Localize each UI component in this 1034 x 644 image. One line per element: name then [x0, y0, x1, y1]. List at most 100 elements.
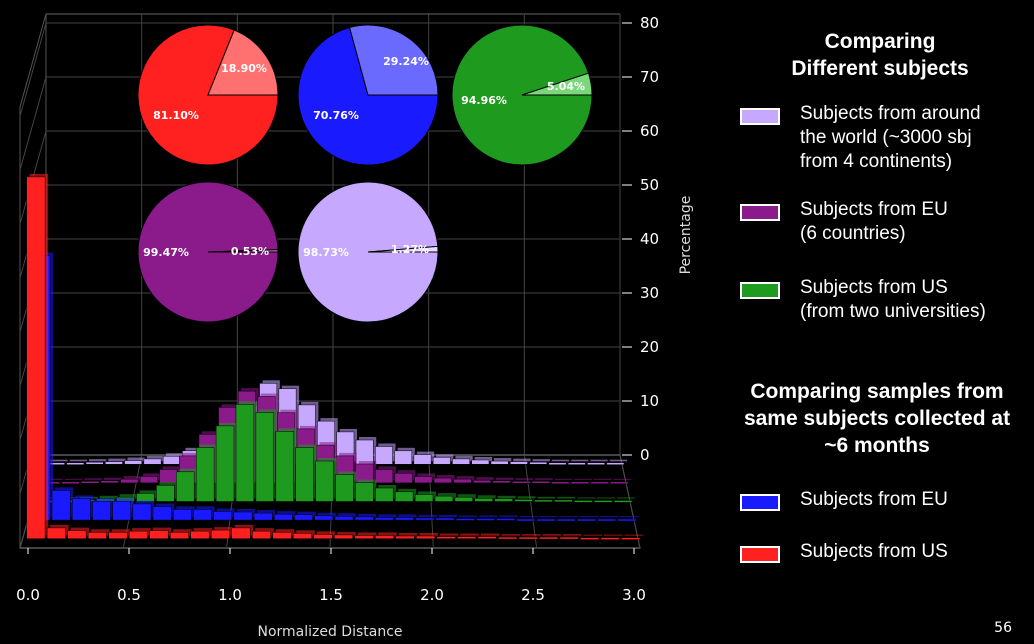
y-tick-label: 0 [640, 446, 650, 464]
bar-us [255, 412, 275, 502]
y-tick-label: 80 [640, 14, 659, 32]
bar-world-top [571, 459, 589, 462]
legend-swatch-eu6 [740, 494, 780, 511]
bar-us6 [210, 529, 230, 539]
bar-world-top [50, 459, 68, 462]
bar-eu-top [495, 477, 514, 480]
bar-us [295, 447, 314, 502]
bar-world [124, 460, 143, 465]
bar-us [574, 500, 593, 503]
pie-label-eu-major: 99.47% [143, 246, 189, 259]
bar-us6-top [480, 533, 500, 536]
bar-eu6 [577, 518, 596, 522]
bar-world-top [493, 458, 512, 462]
y-tick-label: 30 [640, 284, 659, 302]
bar-world-top [127, 457, 145, 462]
y-tick-label: 20 [640, 338, 659, 356]
bar-us [275, 431, 294, 502]
bar-world [490, 460, 509, 465]
bar-eu [531, 481, 550, 484]
bar-eu [81, 481, 100, 484]
pie-eu: 99.47% 0.53% [137, 181, 279, 323]
bar-world-top [513, 458, 531, 462]
left-grid-line [19, 76, 47, 171]
bar-world [587, 462, 605, 465]
bar-us6 [559, 536, 579, 540]
bar-eu6 [354, 516, 374, 521]
bar-us [514, 499, 533, 502]
y-tick-label: 10 [640, 392, 659, 410]
legend-heading-different-subjects: Comparing Different subjects [791, 30, 969, 80]
bar-eu [100, 480, 119, 484]
x-tick-label: 1.0 [218, 586, 242, 604]
pie-label-us-major: 94.96% [461, 94, 507, 107]
y-tick-label: 60 [640, 122, 659, 140]
bar-eu-top [103, 477, 122, 480]
legend-item-eu6: Subjects from EU [740, 488, 948, 512]
bar-eu6-top [358, 513, 377, 518]
bar-eu6 [92, 500, 111, 521]
bar-us [434, 495, 454, 502]
bar-eu6 [132, 503, 152, 521]
bar-world-top [532, 459, 550, 462]
bar-eu [61, 481, 80, 485]
bar-eu6 [112, 500, 132, 521]
pie-label-us6-minor: 18.90% [221, 62, 267, 75]
bar-us [494, 498, 513, 502]
bar-eu-top [574, 478, 592, 480]
bar-world [529, 461, 548, 465]
bar-world [162, 455, 181, 465]
bar-us [474, 498, 493, 502]
bar-world-top [146, 455, 165, 462]
pie-label-us-minor: 5.04% [547, 80, 585, 93]
bar-us [335, 474, 354, 502]
bar-us-top [497, 495, 516, 499]
bar-us6-top [439, 533, 459, 536]
bar-us-top [477, 495, 496, 499]
bar-us6 [334, 534, 354, 539]
bar-world [394, 450, 413, 465]
bar-us6-top [316, 531, 336, 536]
bar-world [375, 446, 393, 465]
legend-item-world: Subjects from around the world (~3000 sb… [740, 102, 981, 174]
bar-us6-top [603, 534, 623, 536]
bar-us6-top [501, 534, 520, 536]
bar-eu-top [45, 478, 63, 480]
legend-label-world: Subjects from around the world (~3000 sb… [800, 103, 981, 172]
bar-eu6 [314, 515, 334, 521]
pie-label-eu6-major: 70.76% [313, 109, 359, 122]
bar-us [176, 471, 195, 502]
x-tick-label: 1.5 [319, 586, 343, 604]
bar-eu6 [435, 517, 455, 521]
bar-us6 [67, 530, 87, 539]
bar-us6 [457, 536, 477, 539]
bar-eu6-top [418, 514, 437, 518]
bar-us6 [416, 535, 436, 539]
bar-eu6 [415, 517, 435, 521]
bar-eu [551, 481, 570, 485]
bar-us-top [517, 496, 536, 499]
legend-item-us: Subjects from US (from two universities) [740, 276, 986, 324]
bar-us6-top [583, 534, 602, 536]
bar-world-top [88, 459, 107, 462]
bar-eu6 [516, 518, 536, 522]
bar-eu [473, 479, 492, 484]
bar-eu6-top [337, 513, 357, 518]
bar-eu [394, 472, 413, 484]
bar-eu6 [476, 518, 495, 521]
bar-eu6 [294, 514, 313, 521]
bar-us [414, 494, 434, 502]
bar-us6 [231, 527, 251, 539]
legend-label-eu: Subjects from EU (6 countries) [800, 199, 948, 244]
bar-us6-top [542, 534, 561, 536]
bar-us6 [518, 536, 538, 540]
bar-us6-top [460, 533, 479, 536]
chart-axes: 0 10 20 30 40 50 60 70 80 Percentage 0.0 0.5 1.0 1.5 2… [16, 14, 694, 640]
bar-eu [139, 476, 159, 484]
pie-label-world-minor: 1.27% [391, 243, 429, 256]
page-number: 56 [994, 620, 1012, 636]
bar-eu6-top [600, 516, 619, 518]
bar-world [85, 461, 104, 465]
legend-item-eu: Subjects from EU (6 countries) [740, 198, 948, 246]
